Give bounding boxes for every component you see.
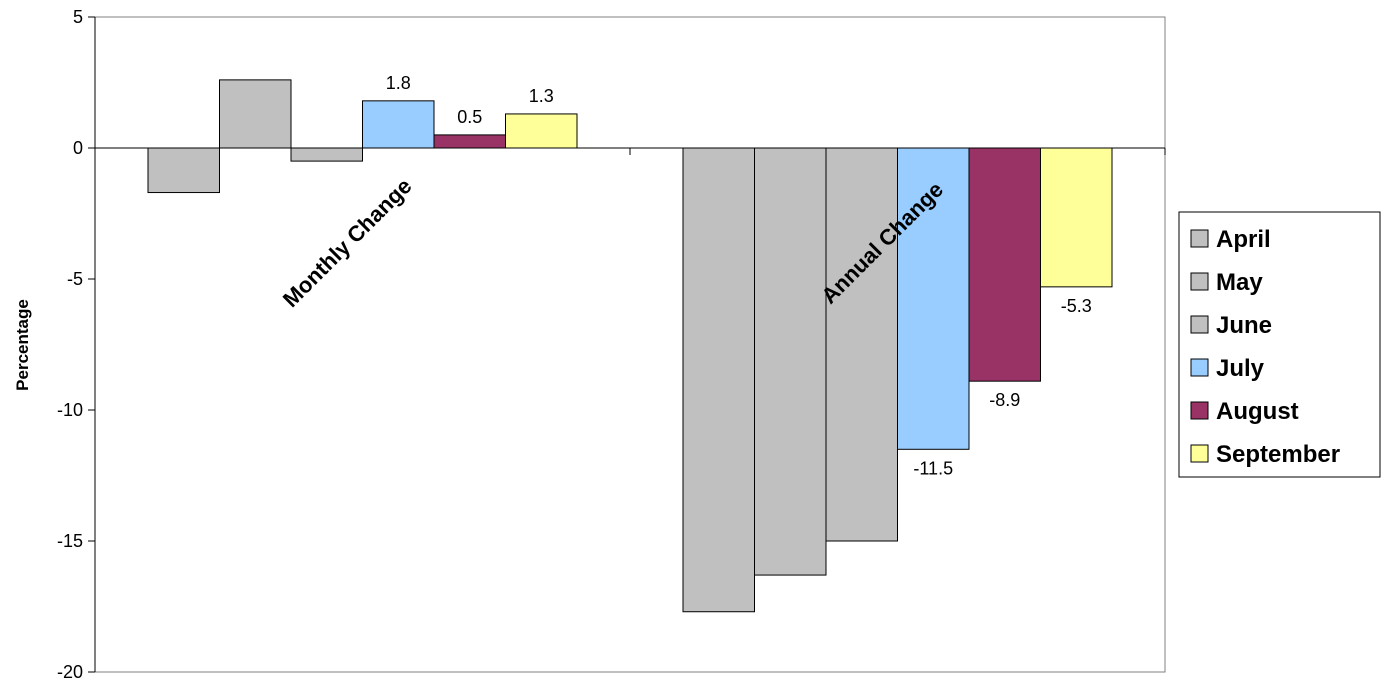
bars-layer (147, 79, 1113, 613)
y-tick-label: 5 (73, 7, 83, 27)
legend-label: July (1216, 355, 1265, 382)
legend: April May June July August September (1178, 211, 1381, 478)
legend-swatch (1190, 229, 1209, 248)
legend-label: September (1216, 441, 1340, 468)
y-tick-label: 0 (73, 138, 83, 158)
y-tick-label: -15 (57, 531, 83, 551)
legend-box (1178, 211, 1381, 478)
data-label: -11.5 (913, 458, 953, 478)
bar-april-annual (682, 147, 755, 613)
legend-swatch (1190, 444, 1209, 463)
legend-label: May (1216, 269, 1263, 296)
bar-august-monthly (433, 134, 506, 149)
data-label: 0.5 (457, 107, 482, 127)
legend-swatch (1190, 272, 1209, 291)
y-axis-title: Percentage (13, 299, 32, 391)
legend-label: April (1216, 226, 1271, 253)
data-label: -8.9 (989, 390, 1020, 410)
bar-august-annual (968, 147, 1041, 382)
y-tick-label: -10 (57, 400, 83, 420)
bar-may-annual (754, 147, 827, 576)
legend-swatch (1190, 315, 1209, 334)
legend-label: June (1216, 312, 1272, 339)
bar-april-monthly (147, 147, 220, 194)
bar-june-annual (825, 147, 898, 542)
data-label: 1.8 (386, 73, 411, 93)
data-label: -5.3 (1061, 296, 1092, 316)
bar-may-monthly (219, 79, 292, 149)
y-tick-label: -20 (57, 662, 83, 681)
legend-swatch (1190, 401, 1209, 420)
bar-september-annual (1040, 147, 1113, 288)
legend-swatch (1190, 358, 1209, 377)
bar-june-monthly (290, 147, 363, 162)
bar-july-annual (897, 147, 970, 450)
bar-september-monthly (505, 113, 578, 149)
data-label: 1.3 (529, 86, 554, 106)
bar-july-monthly (362, 100, 435, 149)
axes-layer: 5 0 -5 -10 -15 -20 (57, 7, 1166, 681)
y-tick-label: -5 (67, 269, 83, 289)
legend-label: August (1216, 398, 1299, 425)
